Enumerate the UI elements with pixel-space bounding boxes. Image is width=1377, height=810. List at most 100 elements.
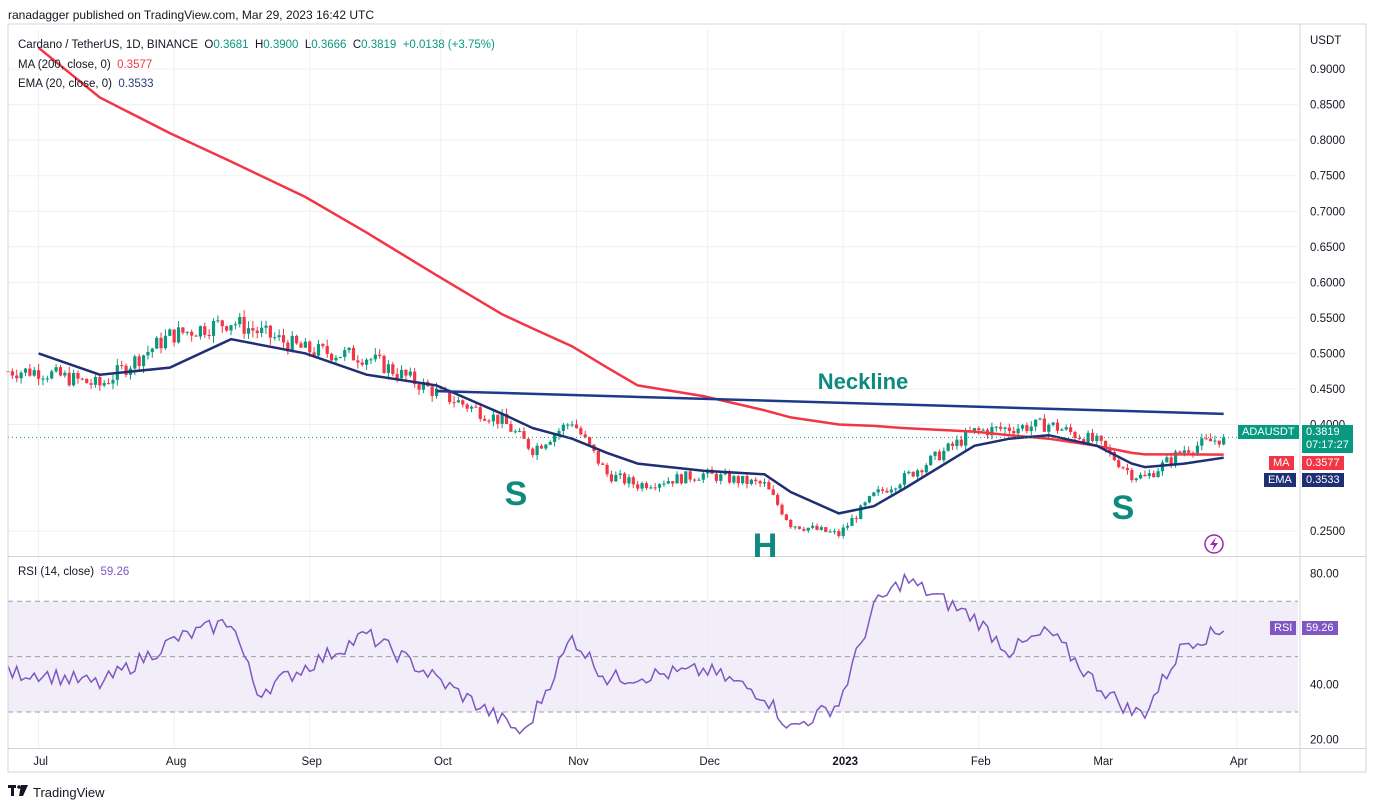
tradingview-logo[interactable]: TradingView bbox=[8, 785, 105, 800]
candle-body bbox=[251, 328, 255, 331]
candle-body bbox=[924, 465, 928, 473]
time-tick-label: 2023 bbox=[832, 756, 858, 768]
price-tick-label: 0.8000 bbox=[1310, 135, 1345, 147]
candle-body bbox=[649, 487, 653, 489]
candle-body bbox=[1086, 432, 1090, 444]
candle-body bbox=[299, 343, 303, 348]
candle-body bbox=[1204, 438, 1208, 440]
candle-body bbox=[758, 481, 762, 484]
candle-body bbox=[399, 369, 404, 379]
rsi-tag-value: 59.26 bbox=[1302, 621, 1338, 635]
price-tick-label: 0.4500 bbox=[1310, 384, 1345, 396]
candle-body bbox=[1147, 473, 1151, 477]
candle-body bbox=[749, 479, 753, 484]
candle-body bbox=[1103, 440, 1108, 449]
candle-body bbox=[1143, 474, 1147, 477]
low-value: 0.3666 bbox=[311, 39, 347, 51]
candle-body bbox=[378, 354, 382, 356]
candle-body bbox=[264, 325, 268, 328]
rsi-legend-label: RSI (14, close) bbox=[18, 566, 95, 578]
ma-legend-row[interactable]: MA (200, close, 0) 0.3577 bbox=[18, 56, 495, 76]
candle-body bbox=[636, 484, 640, 489]
candle-body bbox=[172, 329, 176, 343]
candle-body bbox=[946, 443, 950, 451]
candle-body bbox=[1169, 457, 1173, 464]
candle-body bbox=[1020, 425, 1025, 429]
candle-body bbox=[373, 354, 377, 360]
candle-body bbox=[640, 483, 644, 489]
ema-20-line bbox=[38, 337, 1224, 515]
candle-body bbox=[308, 341, 312, 353]
price-tick-label: 0.8500 bbox=[1310, 100, 1345, 112]
candle-body bbox=[242, 316, 246, 334]
candle-body bbox=[325, 346, 329, 354]
candle-body bbox=[780, 504, 784, 515]
candle-body bbox=[260, 327, 264, 334]
time-tick-label: Jul bbox=[33, 756, 48, 768]
time-tick-label: Sep bbox=[301, 756, 321, 768]
last-price-value: 0.3819 bbox=[1306, 426, 1340, 438]
candle-body bbox=[574, 424, 579, 429]
candle-body bbox=[111, 379, 115, 384]
candle-body bbox=[168, 329, 172, 336]
candle-body bbox=[356, 360, 360, 363]
candle-body bbox=[54, 367, 58, 372]
candle-body bbox=[509, 424, 513, 432]
candle-body bbox=[872, 492, 876, 497]
candle-body bbox=[1038, 418, 1042, 420]
candle-body bbox=[281, 335, 286, 343]
candle-body bbox=[657, 484, 662, 488]
ema-legend-row[interactable]: EMA (20, close, 0) 0.3533 bbox=[18, 75, 495, 95]
candle-body bbox=[483, 418, 487, 421]
symbol-label[interactable]: Cardano / TetherUS, 1D, BINANCE bbox=[18, 39, 199, 51]
candle-body bbox=[150, 348, 154, 352]
candle-body bbox=[662, 483, 666, 485]
candle-body bbox=[286, 342, 290, 352]
ema-tag-number: 0.3533 bbox=[1306, 474, 1340, 486]
rsi-legend[interactable]: RSI (14, close) 59.26 bbox=[18, 566, 129, 578]
candle-body bbox=[754, 479, 758, 482]
candle-body bbox=[207, 334, 211, 336]
candle-body bbox=[907, 471, 911, 474]
candle-body bbox=[889, 489, 893, 493]
close-value: 0.3819 bbox=[361, 39, 397, 51]
candle-body bbox=[679, 474, 684, 484]
candle-body bbox=[933, 451, 937, 456]
price-tick-label: 0.7500 bbox=[1310, 171, 1345, 183]
candle-body bbox=[894, 488, 898, 490]
right-shoulder-label: S bbox=[1112, 489, 1135, 527]
candle-body bbox=[417, 384, 421, 390]
candle-body bbox=[203, 326, 207, 335]
candle-body bbox=[194, 335, 198, 337]
candle-body bbox=[351, 347, 356, 361]
time-tick-label: Dec bbox=[699, 756, 720, 768]
candle-body bbox=[1208, 438, 1213, 442]
ma-legend-value: 0.3577 bbox=[117, 58, 153, 71]
candle-body bbox=[93, 377, 98, 385]
lightning-icon[interactable] bbox=[1204, 534, 1224, 554]
open-label: O bbox=[204, 39, 214, 51]
candle-body bbox=[23, 368, 28, 373]
candle-body bbox=[531, 448, 535, 456]
candle-body bbox=[229, 325, 233, 331]
candle-body bbox=[290, 335, 294, 352]
candle-body bbox=[45, 378, 49, 380]
candle-body bbox=[448, 390, 452, 403]
price-tick-label: 0.5000 bbox=[1310, 348, 1345, 360]
candle-body bbox=[972, 428, 977, 433]
candle-body bbox=[106, 383, 111, 385]
candle-body bbox=[701, 473, 705, 480]
price-tick-label: 0.5500 bbox=[1310, 313, 1345, 325]
candle-body bbox=[1069, 427, 1073, 432]
candle-body bbox=[89, 383, 93, 385]
candle-body bbox=[181, 327, 185, 333]
neckline-label: Neckline bbox=[818, 369, 909, 394]
candle-body bbox=[1042, 418, 1046, 432]
candle-body bbox=[793, 526, 797, 528]
candle-body bbox=[225, 326, 229, 331]
candle-body bbox=[684, 471, 688, 484]
candle-body bbox=[71, 372, 76, 386]
candle-body bbox=[176, 327, 181, 343]
candle-body bbox=[1007, 427, 1011, 431]
candle-body bbox=[28, 368, 32, 376]
